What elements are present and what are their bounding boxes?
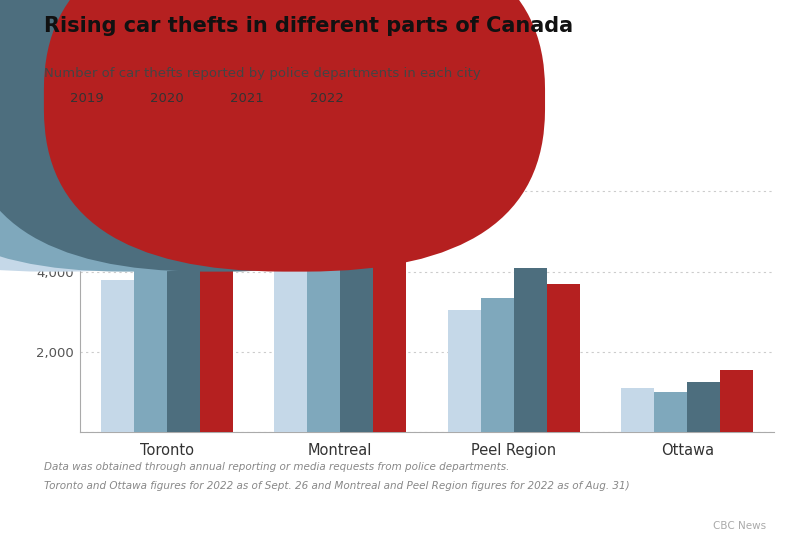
Bar bbox=[687, 382, 721, 432]
Bar bbox=[622, 388, 654, 432]
Bar bbox=[340, 167, 373, 432]
Text: Toronto and Ottawa figures for 2022 as of Sept. 26 and Montreal and Peel Region : Toronto and Ottawa figures for 2022 as o… bbox=[44, 481, 630, 491]
Text: 2022: 2022 bbox=[310, 92, 343, 105]
Bar bbox=[448, 309, 480, 432]
Text: 2021: 2021 bbox=[230, 92, 263, 105]
Bar bbox=[514, 267, 547, 432]
Text: Data was obtained through annual reporting or media requests from police departm: Data was obtained through annual reporti… bbox=[44, 462, 509, 472]
Text: Number of car thefts reported by police departments in each city: Number of car thefts reported by police … bbox=[44, 68, 480, 80]
Bar bbox=[133, 266, 167, 432]
Bar bbox=[480, 298, 514, 432]
Bar bbox=[200, 169, 232, 432]
Bar bbox=[275, 258, 307, 432]
Bar bbox=[307, 241, 340, 432]
Bar bbox=[654, 392, 687, 432]
Text: CBC News: CBC News bbox=[713, 521, 766, 531]
Bar bbox=[547, 284, 579, 432]
Bar bbox=[167, 252, 200, 432]
Text: 2020: 2020 bbox=[150, 92, 184, 105]
Bar bbox=[101, 280, 133, 432]
Text: 2019: 2019 bbox=[70, 92, 104, 105]
Text: Rising car thefts in different parts of Canada: Rising car thefts in different parts of … bbox=[44, 16, 573, 36]
Bar bbox=[373, 185, 406, 432]
Bar bbox=[721, 370, 753, 432]
